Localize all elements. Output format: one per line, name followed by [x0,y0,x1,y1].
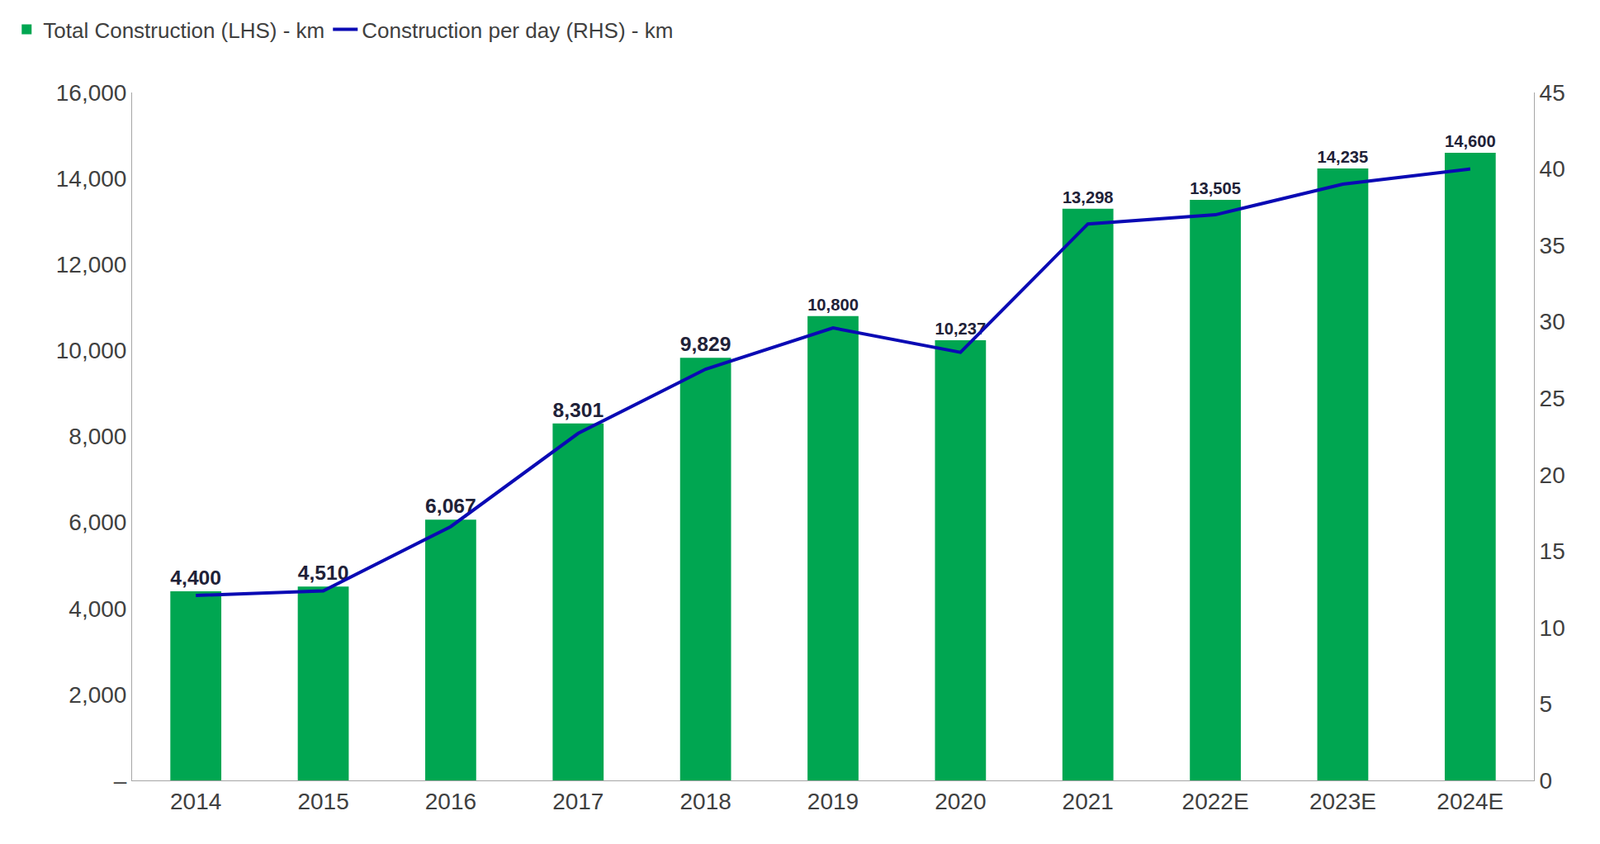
svg-text:2020: 2020 [934,788,986,815]
svg-text:2024E: 2024E [1436,788,1504,815]
svg-text:–: – [113,767,128,794]
svg-text:13,298: 13,298 [1062,188,1114,207]
svg-text:2015: 2015 [297,788,349,815]
svg-text:8,301: 8,301 [552,398,604,422]
svg-text:10: 10 [1539,615,1566,641]
svg-text:4,400: 4,400 [170,566,222,589]
svg-text:25: 25 [1539,385,1566,412]
svg-text:Construction per day (RHS) - k: Construction per day (RHS) - km [361,18,673,43]
svg-text:6,067: 6,067 [425,494,477,517]
svg-text:30: 30 [1539,308,1566,335]
svg-text:12,000: 12,000 [56,251,128,278]
svg-text:5: 5 [1539,691,1553,717]
svg-text:0: 0 [1539,767,1553,794]
svg-text:Total Construction (LHS) - km: Total Construction (LHS) - km [42,18,325,43]
svg-text:13,505: 13,505 [1189,179,1241,198]
svg-text:10,000: 10,000 [56,337,128,364]
svg-text:15: 15 [1539,538,1566,564]
svg-text:10,800: 10,800 [807,295,859,314]
svg-text:9,829: 9,829 [680,332,732,356]
svg-text:8,000: 8,000 [68,423,127,450]
svg-text:2022E: 2022E [1182,788,1250,815]
svg-text:14,000: 14,000 [56,165,128,192]
svg-text:20: 20 [1539,462,1566,488]
svg-text:2021: 2021 [1062,788,1114,815]
svg-text:4,000: 4,000 [68,596,127,622]
svg-text:2014: 2014 [170,788,222,815]
svg-text:40: 40 [1539,156,1566,182]
svg-text:14,600: 14,600 [1444,132,1496,151]
svg-text:16,000: 16,000 [56,80,128,106]
svg-text:2019: 2019 [807,788,859,815]
svg-text:2016: 2016 [425,788,477,815]
svg-text:6,000: 6,000 [68,509,127,535]
svg-text:4,510: 4,510 [298,561,350,584]
svg-text:2017: 2017 [552,788,604,815]
svg-text:2,000: 2,000 [68,681,127,708]
svg-text:10,237: 10,237 [935,319,987,338]
svg-text:45: 45 [1539,80,1566,106]
svg-text:14,235: 14,235 [1317,147,1369,166]
svg-text:35: 35 [1539,232,1566,259]
svg-text:2018: 2018 [679,788,731,815]
svg-text:2023E: 2023E [1309,788,1377,815]
